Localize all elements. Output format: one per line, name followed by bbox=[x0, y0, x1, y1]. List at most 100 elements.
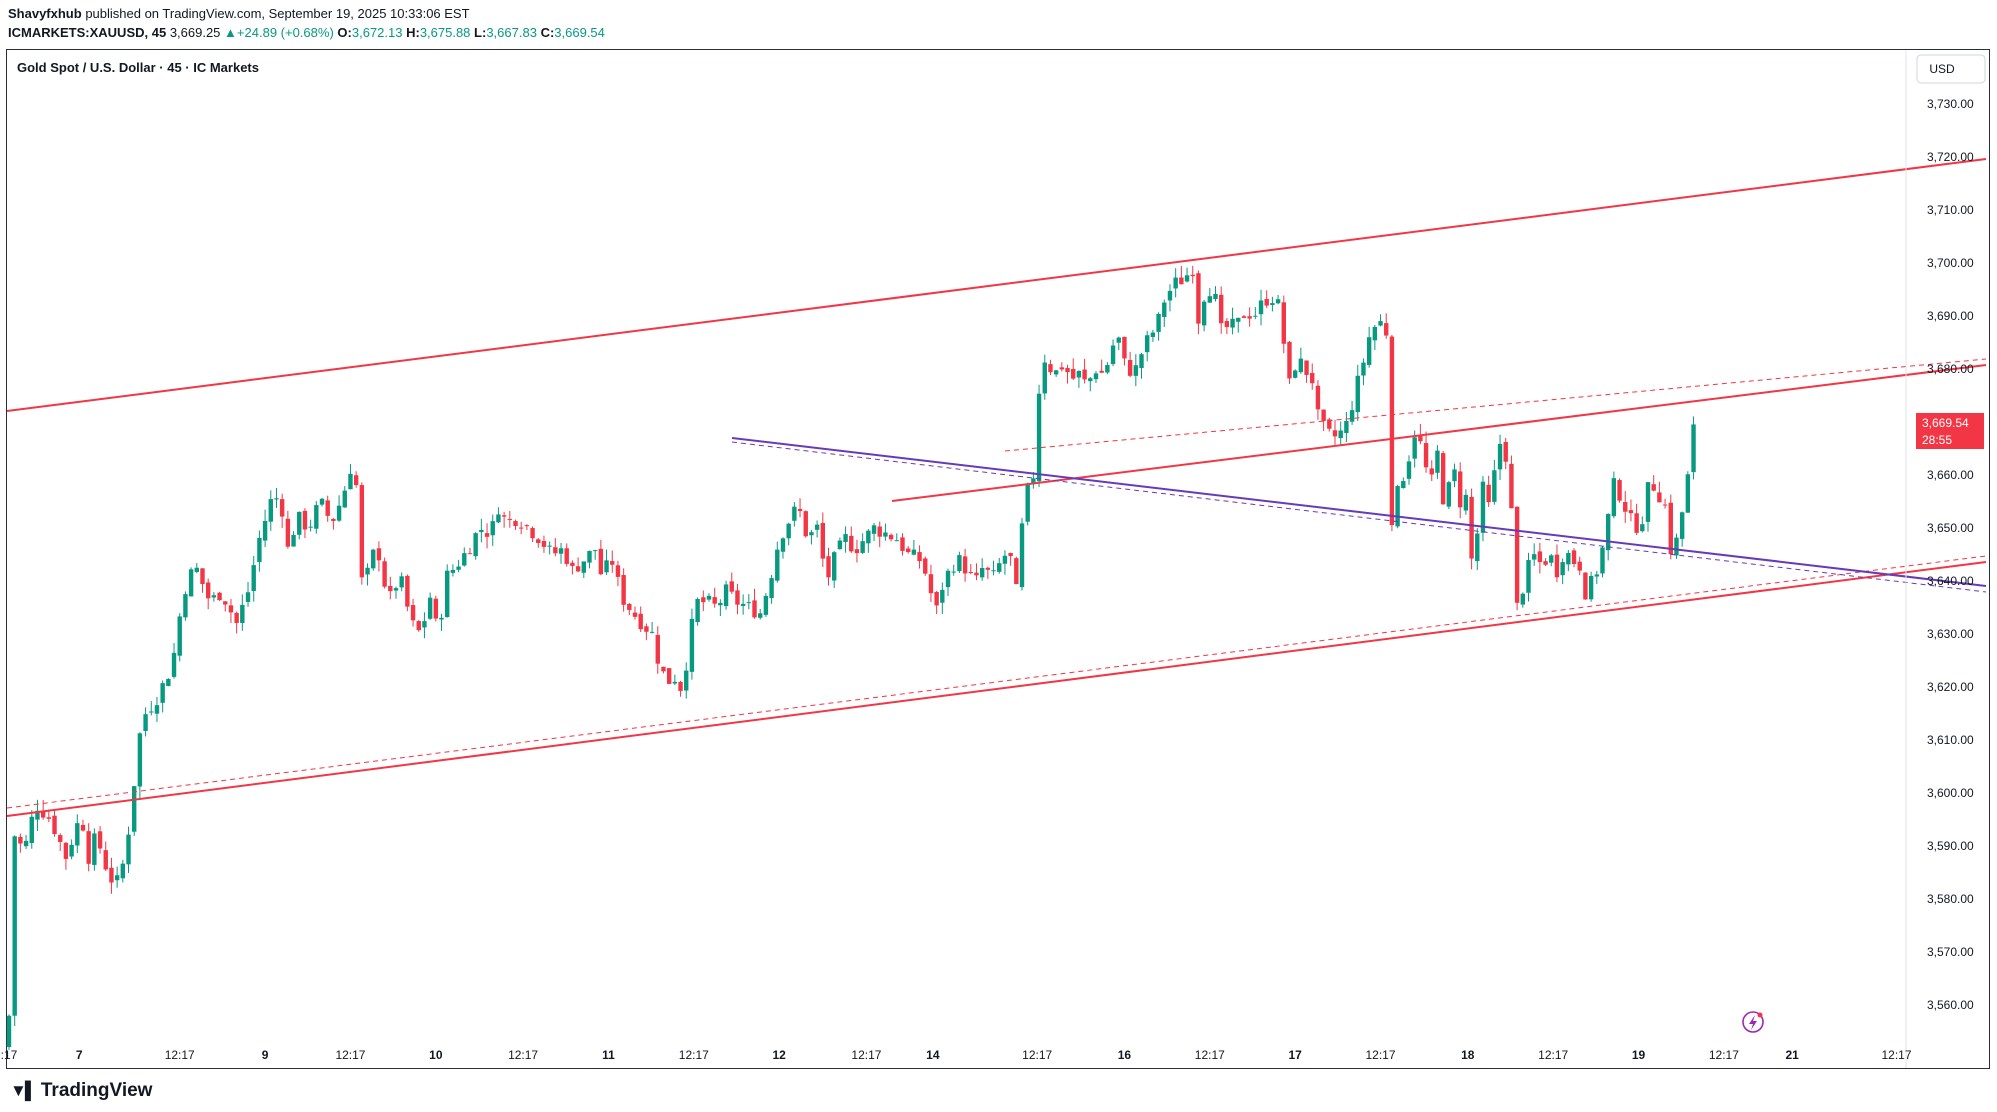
candle-body bbox=[1492, 470, 1497, 502]
candle-body bbox=[997, 563, 1002, 572]
candle-body bbox=[132, 786, 137, 832]
candle-body bbox=[205, 582, 211, 599]
drawings-layer[interactable] bbox=[6, 158, 1987, 817]
time-tick-label: 18 bbox=[1461, 1048, 1475, 1062]
candle-body bbox=[268, 499, 273, 522]
candle-body bbox=[1230, 318, 1235, 328]
candle-body bbox=[666, 668, 672, 684]
candle-body bbox=[1332, 430, 1338, 437]
candle-body bbox=[1554, 554, 1560, 578]
candle-body bbox=[1008, 552, 1013, 557]
candle-body bbox=[194, 567, 200, 572]
currency-label: USD bbox=[1929, 62, 1955, 76]
publish-text: published on TradingView.com, September … bbox=[85, 6, 470, 21]
candle-body bbox=[1105, 365, 1110, 373]
time-tick-label: 12:17 bbox=[1022, 1048, 1052, 1062]
candle-body bbox=[1475, 533, 1480, 562]
candle-body bbox=[12, 836, 17, 1016]
chart-title: Gold Spot / U.S. Dollar · 45 · IC Market… bbox=[17, 60, 259, 75]
tradingview-logo[interactable]: ▼▌ TradingView bbox=[10, 1080, 152, 1102]
price-tick-label: 3,650.00 bbox=[1927, 521, 1974, 535]
low-value: 3,667.83 bbox=[486, 25, 537, 40]
candle-body bbox=[1110, 345, 1116, 365]
candle-body bbox=[456, 566, 461, 570]
candle-body bbox=[1236, 317, 1241, 322]
candle-body bbox=[1315, 385, 1321, 410]
channel-lower-line[interactable] bbox=[6, 561, 1987, 817]
candle-body bbox=[183, 594, 188, 618]
candle-body bbox=[1469, 496, 1474, 559]
candle-body bbox=[23, 840, 29, 847]
price-tick-label: 3,710.00 bbox=[1927, 203, 1974, 217]
candle-body bbox=[513, 521, 518, 527]
candle-body bbox=[126, 834, 131, 865]
candle-body bbox=[900, 537, 905, 551]
time-tick-label: 9 bbox=[262, 1048, 269, 1062]
candle-body bbox=[684, 670, 689, 691]
candle-body bbox=[308, 526, 313, 528]
candle-body bbox=[1679, 512, 1685, 539]
time-tick-label: 12:17 bbox=[335, 1048, 365, 1062]
candle-body bbox=[905, 548, 911, 552]
candle-body bbox=[1395, 486, 1400, 527]
candle-body bbox=[1389, 336, 1395, 526]
candle-body bbox=[120, 863, 126, 879]
candle-body bbox=[729, 581, 734, 592]
candle-body bbox=[1520, 593, 1526, 605]
candle-body bbox=[1167, 290, 1173, 301]
candle-body bbox=[262, 520, 268, 541]
author-name[interactable]: Shavyfxhub bbox=[8, 6, 82, 21]
candle-body bbox=[1611, 478, 1617, 517]
candle-body bbox=[342, 490, 347, 508]
candle-body bbox=[621, 575, 626, 605]
candle-body bbox=[1617, 480, 1622, 501]
candle-body bbox=[422, 621, 427, 628]
candle-body bbox=[758, 613, 763, 618]
price-axis[interactable]: USD 3,730.00 3,720.00 3,710.00 3,700.00 3,69… bbox=[1905, 50, 1986, 1068]
candle-body bbox=[809, 532, 814, 536]
candle-body bbox=[501, 515, 507, 517]
candle-body bbox=[1406, 461, 1412, 479]
candle-body bbox=[1685, 474, 1691, 513]
candle-body bbox=[1514, 506, 1520, 603]
candle-body bbox=[177, 616, 182, 656]
candle-body bbox=[1600, 547, 1605, 574]
time-tick-label: 12:17 bbox=[508, 1048, 538, 1062]
time-tick-label: 12:17 bbox=[1366, 1048, 1396, 1062]
candle-body bbox=[962, 556, 968, 574]
candle-body bbox=[1133, 365, 1139, 376]
candle-body bbox=[1674, 537, 1679, 556]
channel-upper-line[interactable] bbox=[6, 158, 1987, 412]
time-tick-label: 12:17 bbox=[1538, 1048, 1568, 1062]
candle-body bbox=[200, 568, 205, 584]
candle-body bbox=[211, 595, 217, 598]
candle-body bbox=[917, 552, 922, 562]
price-tick-label: 3,690.00 bbox=[1927, 309, 1974, 323]
candle-body bbox=[1384, 323, 1389, 336]
trendline-purple-dashed[interactable] bbox=[731, 441, 1987, 593]
trendline-purple[interactable] bbox=[731, 437, 1987, 587]
candle-body bbox=[325, 500, 330, 516]
channel-mid-dashed-line[interactable] bbox=[1004, 358, 1987, 452]
candle-body bbox=[1458, 471, 1463, 508]
candle-body bbox=[575, 566, 581, 572]
brand-name: TradingView bbox=[40, 1080, 153, 1101]
candle-body bbox=[80, 824, 86, 831]
symbol-label[interactable]: ICMARKETS:XAUUSD, 45 bbox=[8, 25, 167, 40]
price-tick-label: 3,640.00 bbox=[1927, 574, 1974, 588]
time-tick-label: 7 bbox=[76, 1048, 83, 1062]
candle-body bbox=[171, 652, 177, 677]
candle-body bbox=[649, 631, 655, 633]
candle-body bbox=[58, 835, 63, 842]
candle-body bbox=[1531, 554, 1537, 560]
candle-body bbox=[1310, 372, 1315, 384]
lightning-icon[interactable] bbox=[1742, 1011, 1764, 1033]
candle-body bbox=[336, 505, 342, 521]
currency-box[interactable] bbox=[1916, 54, 1986, 84]
candle-body bbox=[1253, 315, 1258, 317]
channel-lower-dashed-line[interactable] bbox=[6, 555, 1987, 809]
time-axis[interactable]: :17 7 12:17 9 12:17 10 12:17 11 12:17 12 12:17 14 12… bbox=[1, 1048, 1912, 1062]
candle-body bbox=[285, 518, 291, 547]
candle-body bbox=[1509, 463, 1514, 509]
